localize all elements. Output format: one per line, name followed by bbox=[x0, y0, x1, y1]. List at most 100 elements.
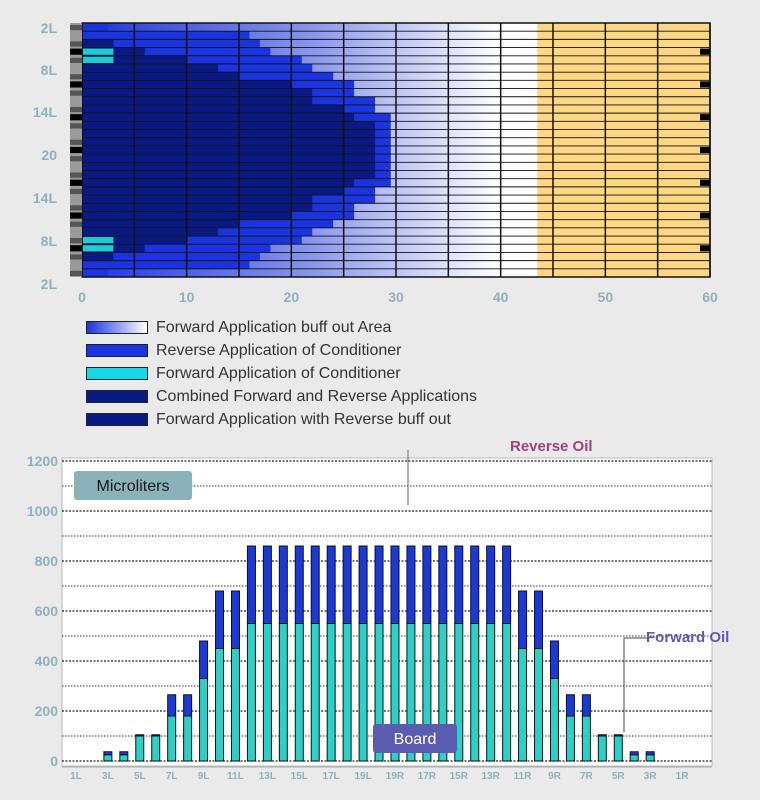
bar-reverse-oil bbox=[645, 751, 655, 756]
heatmap-combined-cell bbox=[82, 129, 376, 139]
bar-forward-oil bbox=[565, 715, 575, 762]
bar-marks bbox=[103, 545, 655, 762]
bar-reverse-oil bbox=[581, 694, 591, 717]
heatmap-strip-mark bbox=[70, 90, 82, 96]
legend-swatch-reverse bbox=[86, 344, 148, 357]
heatmap-strip-mark bbox=[70, 179, 82, 186]
bar-x-tick-label: 7R bbox=[580, 771, 594, 782]
heatmap-combined-cell bbox=[82, 145, 376, 155]
bar-forward-oil bbox=[597, 735, 607, 762]
bar-forward-oil bbox=[342, 623, 352, 762]
heatmap-combined-cell bbox=[82, 72, 239, 81]
heatmap-strip-mark bbox=[70, 212, 82, 219]
bar-x-tick-label: 9R bbox=[548, 771, 562, 782]
bar-x-tick-label: 15L bbox=[291, 771, 308, 782]
bar-forward-oil bbox=[549, 678, 559, 762]
legend-swatch-gradient bbox=[86, 321, 148, 334]
heatmap-y-tick-label: 14L bbox=[33, 104, 58, 120]
heatmap-y-ticks: 2L 8L 14L 20 14L 8L 2L bbox=[33, 20, 58, 292]
heatmap-reverse-cell bbox=[82, 236, 302, 245]
bar-x-tick-label: 5L bbox=[134, 771, 146, 782]
bar-forward-oil bbox=[246, 623, 256, 762]
legend-item-reverse-conditioner: Reverse Application of Conditioner bbox=[86, 339, 477, 362]
bar-reverse-oil bbox=[246, 545, 256, 624]
heatmap-combined-cell bbox=[82, 252, 114, 261]
heatmap-combined-cell bbox=[82, 88, 313, 98]
bar-reverse-oil bbox=[199, 640, 209, 679]
heatmap-strip-mark bbox=[70, 81, 82, 88]
heatmap-strip-mark bbox=[70, 106, 82, 113]
heatmap-reverse-cell bbox=[82, 31, 250, 40]
bar-forward-oil bbox=[230, 648, 240, 762]
bar-y-tick-label: 600 bbox=[35, 603, 59, 619]
bar-forward-oil bbox=[613, 735, 623, 762]
bar-y-tick-label: 400 bbox=[35, 653, 59, 669]
heatmap-x-tick-label: 50 bbox=[598, 289, 614, 305]
heatmap-strip-mark bbox=[70, 254, 82, 260]
heatmap-reverse-cell bbox=[82, 268, 109, 278]
heatmap-y-tick-label: 2L bbox=[41, 276, 58, 292]
bar-reverse-oil bbox=[502, 545, 512, 624]
legend-item-combined: Combined Forward and Reverse Application… bbox=[86, 385, 477, 408]
heatmap-edge-mark bbox=[700, 48, 710, 55]
legend-item-buff-out-area: Forward Application buff out Area bbox=[86, 316, 477, 339]
heatmap-strip-mark bbox=[70, 123, 82, 129]
heatmap-edge-mark bbox=[700, 114, 710, 121]
reverse-oil-label: Reverse Oil bbox=[510, 440, 593, 455]
legend-label: Reverse Application of Conditioner bbox=[156, 341, 402, 359]
heatmap-forward-cell bbox=[82, 48, 114, 55]
bar-x-tick-label: 15R bbox=[450, 771, 469, 782]
bar-reverse-oil bbox=[215, 590, 225, 649]
heatmap-x-tick-label: 60 bbox=[702, 289, 718, 305]
heatmap-x-tick-label: 30 bbox=[388, 289, 404, 305]
heatmap-strip-mark bbox=[70, 74, 82, 80]
bar-reverse-oil bbox=[262, 545, 272, 624]
bar-forward-oil bbox=[310, 623, 320, 762]
heatmap-combined-cell bbox=[82, 219, 239, 229]
bar-forward-oil bbox=[326, 623, 336, 762]
bar-reverse-oil bbox=[438, 545, 448, 624]
heatmap-combined-cell bbox=[82, 63, 219, 73]
bar-forward-oil bbox=[103, 754, 113, 762]
heatmap-x-tick-label: 0 bbox=[78, 289, 86, 305]
heatmap-strip-mark bbox=[70, 238, 82, 244]
heatmap-edge-mark bbox=[700, 179, 710, 186]
bar-forward-oil bbox=[199, 678, 209, 762]
heatmap-combined-cell bbox=[82, 203, 313, 212]
heatmap-strip-mark bbox=[70, 172, 82, 178]
bar-forward-oil bbox=[135, 735, 145, 762]
legend-item-forward-reverse-buff: Forward Application with Reverse buff ou… bbox=[86, 408, 477, 431]
bar-reverse-oil bbox=[183, 694, 193, 717]
legend-item-forward-conditioner: Forward Application of Conditioner bbox=[86, 362, 477, 385]
bar-x-tick-label: 1L bbox=[70, 771, 82, 782]
heatmap-legend: Forward Application buff out Area Revers… bbox=[86, 316, 477, 431]
heatmap-strip-mark bbox=[70, 245, 82, 252]
heatmap-gridlines bbox=[70, 22, 711, 278]
heatmap-strip-mark bbox=[70, 270, 82, 276]
bar-forward-oil bbox=[486, 623, 496, 762]
heatmap-y-tick-label: 20 bbox=[41, 147, 57, 163]
bar-reverse-oil bbox=[454, 545, 464, 624]
heatmap-reverse-cell bbox=[82, 260, 250, 270]
heatmap-x-tick-label: 40 bbox=[493, 289, 509, 305]
legend-label: Combined Forward and Reverse Application… bbox=[156, 387, 478, 405]
bar-y-ticks: 0 200 400 600 800 1000 1200 bbox=[27, 453, 58, 769]
bar-forward-oil bbox=[358, 623, 368, 762]
bar-reverse-oil bbox=[629, 751, 639, 756]
heatmap-forward-cell bbox=[82, 245, 114, 252]
bar-forward-oil bbox=[167, 715, 177, 762]
heatmap-strip-mark bbox=[70, 221, 82, 227]
legend-swatch-forward bbox=[86, 367, 148, 380]
heatmap-combined-cell bbox=[82, 195, 313, 204]
bar-reverse-oil bbox=[294, 545, 304, 624]
bar-reverse-oil bbox=[534, 590, 544, 649]
heatmap-forward-cell bbox=[82, 56, 114, 63]
heatmap-reverse-cell bbox=[82, 47, 271, 57]
bar-reverse-oil bbox=[613, 734, 623, 737]
heatmap-edge-mark bbox=[700, 81, 710, 88]
plot-area bbox=[61, 457, 713, 767]
bar-forward-oil bbox=[294, 623, 304, 762]
heatmap-strip-mark bbox=[70, 114, 82, 121]
heatmap-strip-mark bbox=[70, 146, 82, 154]
board-label: Board bbox=[394, 731, 437, 748]
